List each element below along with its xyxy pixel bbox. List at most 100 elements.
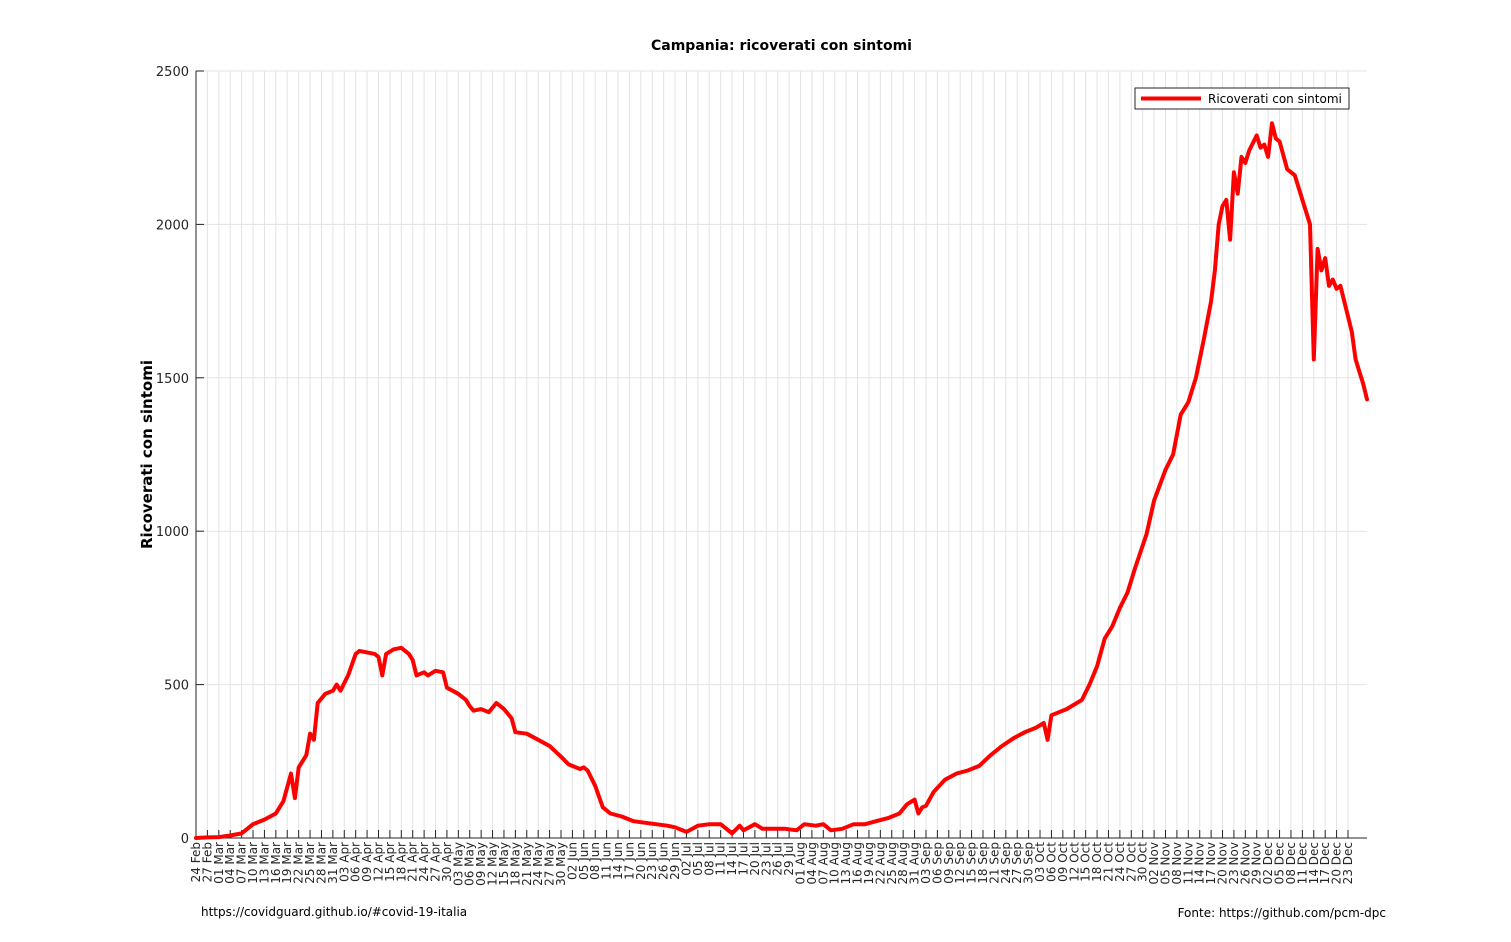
x-tick-label: 31 Mar [326, 842, 340, 884]
x-tick-label: 07 Aug [816, 842, 830, 885]
x-tick-label: 14 Jun [611, 842, 625, 880]
x-tick-label: 13 Mar [257, 842, 271, 884]
x-tick-label: 02 Jun [565, 842, 579, 880]
x-tick-label: 17 Nov [1204, 842, 1218, 885]
grid [195, 70, 1367, 839]
x-tick-label: 10 Aug [828, 842, 842, 885]
x-tick-label: 18 Apr [394, 842, 408, 882]
x-tick-label: 10 Mar [246, 842, 260, 884]
x-tick-label: 17 Jul [736, 842, 750, 876]
x-tick-label: 29 Jun [668, 842, 682, 880]
x-tick-label: 05 Nov [1158, 842, 1172, 885]
x-tick-label: 02 Nov [1147, 842, 1161, 885]
x-tick-label: 08 Jun [588, 842, 602, 880]
x-tick-label: 17 Dec [1318, 842, 1332, 884]
x-tick-label: 23 Jul [759, 842, 773, 876]
y-tick-label: 1500 [156, 372, 189, 387]
x-tick-label: 12 Apr [371, 842, 385, 882]
x-tick-label: 08 Nov [1170, 842, 1184, 885]
x-tick-label: 21 May [520, 842, 534, 886]
footer-source-link: https://covidguard.github.io/#covid-19-i… [201, 905, 468, 919]
x-tick-label: 29 Nov [1250, 842, 1264, 885]
x-tick-label: 24 Oct [1113, 842, 1127, 882]
x-tick-label: 17 Jun [622, 842, 636, 880]
x-tick-label: 09 Apr [360, 842, 374, 882]
x-tick-label: 11 Jun [600, 842, 614, 880]
legend-entry: Ricoverati con sintomi [1208, 92, 1342, 106]
x-tick-label: 20 Nov [1216, 842, 1230, 885]
x-tick-label: 09 Oct [1056, 842, 1070, 882]
x-tick-label: 18 Oct [1090, 842, 1104, 882]
x-tick-label: 07 Mar [235, 842, 249, 884]
x-tick-label: 27 Feb [200, 842, 214, 882]
axes [195, 70, 1367, 839]
x-tick-label: 01 Aug [794, 842, 808, 885]
x-tick-label: 06 Oct [1044, 842, 1058, 882]
x-tick-label: 05 Dec [1273, 842, 1287, 884]
x-tick-label: 11 Jul [714, 842, 728, 876]
x-tick-label: 27 Apr [429, 842, 443, 882]
x-tick-label: 26 Jul [771, 842, 785, 876]
x-tick-label: 27 May [543, 842, 557, 886]
x-tick-label: 06 May [463, 842, 477, 886]
x-tick-label: 14 Dec [1307, 842, 1321, 884]
x-tick-label: 28 Mar [314, 842, 328, 884]
x-tick-label: 27 Sep [1010, 842, 1024, 884]
legend: Ricoverati con sintomi [1134, 87, 1350, 110]
x-tick-label: 25 Mar [303, 842, 317, 884]
x-tick-label: 20 Dec [1330, 842, 1344, 884]
series-layer [194, 121, 1369, 840]
x-tick-label: 09 Sep [942, 842, 956, 884]
x-tick-label: 03 May [451, 842, 465, 886]
x-tick-label: 23 Jun [645, 842, 659, 880]
x-tick-label: 05 Jul [691, 842, 705, 876]
x-tick-label: 02 Dec [1261, 842, 1275, 884]
x-tick-label: 11 Dec [1295, 842, 1309, 884]
x-tick-label: 04 Aug [805, 842, 819, 885]
y-tick-label: 0 [181, 832, 189, 847]
x-tick-label: 12 Sep [953, 842, 967, 884]
x-tick-label: 15 May [497, 842, 511, 886]
x-tick-label: 02 Jul [679, 842, 693, 876]
x-tick-label: 27 Oct [1124, 842, 1138, 882]
x-tick-label: 30 Oct [1136, 842, 1150, 882]
x-tick-label: 06 Apr [349, 842, 363, 882]
x-tick-label: 14 Jul [725, 842, 739, 876]
x-tick-label: 23 Nov [1227, 842, 1241, 885]
x-tick-label: 30 May [554, 842, 568, 886]
x-tick-label: 15 Sep [965, 842, 979, 884]
x-tick-label: 15 Oct [1079, 842, 1093, 882]
x-tick-label: 21 Oct [1101, 842, 1115, 882]
x-tick-label: 20 Jul [748, 842, 762, 876]
x-tick-label: 24 May [531, 842, 545, 886]
x-tick-label: 04 Mar [223, 842, 237, 884]
x-tick-label: 13 Aug [839, 842, 853, 885]
x-tick-label: 11 Nov [1181, 842, 1195, 885]
x-tick-label: 12 May [486, 842, 500, 886]
x-tick-label: 03 Apr [337, 842, 351, 882]
x-tick-label: 14 Nov [1193, 842, 1207, 885]
x-tick-label: 18 Sep [976, 842, 990, 884]
x-tick-label: 20 Jun [634, 842, 648, 880]
y-axis-label: Ricoverati con sintomi [138, 360, 156, 549]
x-tick-label: 26 Jun [657, 842, 671, 880]
x-tick-label: 03 Sep [919, 842, 933, 884]
x-tick-label: 28 Aug [896, 842, 910, 885]
x-tick-label: 15 Apr [383, 842, 397, 882]
x-tick-label: 31 Aug [908, 842, 922, 885]
y-tick-label: 2500 [156, 65, 189, 80]
x-tick-label: 19 Aug [862, 842, 876, 885]
x-tick-label: 05 Jun [577, 842, 591, 880]
y-tick-label: 500 [164, 679, 189, 694]
x-tick-label: 29 Jul [782, 842, 796, 876]
x-tick-label: 22 Aug [873, 842, 887, 885]
x-tick-label: 24 Apr [417, 842, 431, 882]
x-tick-label: 22 Mar [292, 842, 306, 884]
chart-title: Campania: ricoverati con sintomi [651, 38, 912, 54]
x-tick-label: 09 May [474, 842, 488, 886]
x-tick-label: 23 Dec [1341, 842, 1355, 884]
x-tick-label: 24 Sep [999, 842, 1013, 884]
x-tick-label: 01 Mar [212, 842, 226, 884]
x-tick-label: 03 Oct [1033, 842, 1047, 882]
